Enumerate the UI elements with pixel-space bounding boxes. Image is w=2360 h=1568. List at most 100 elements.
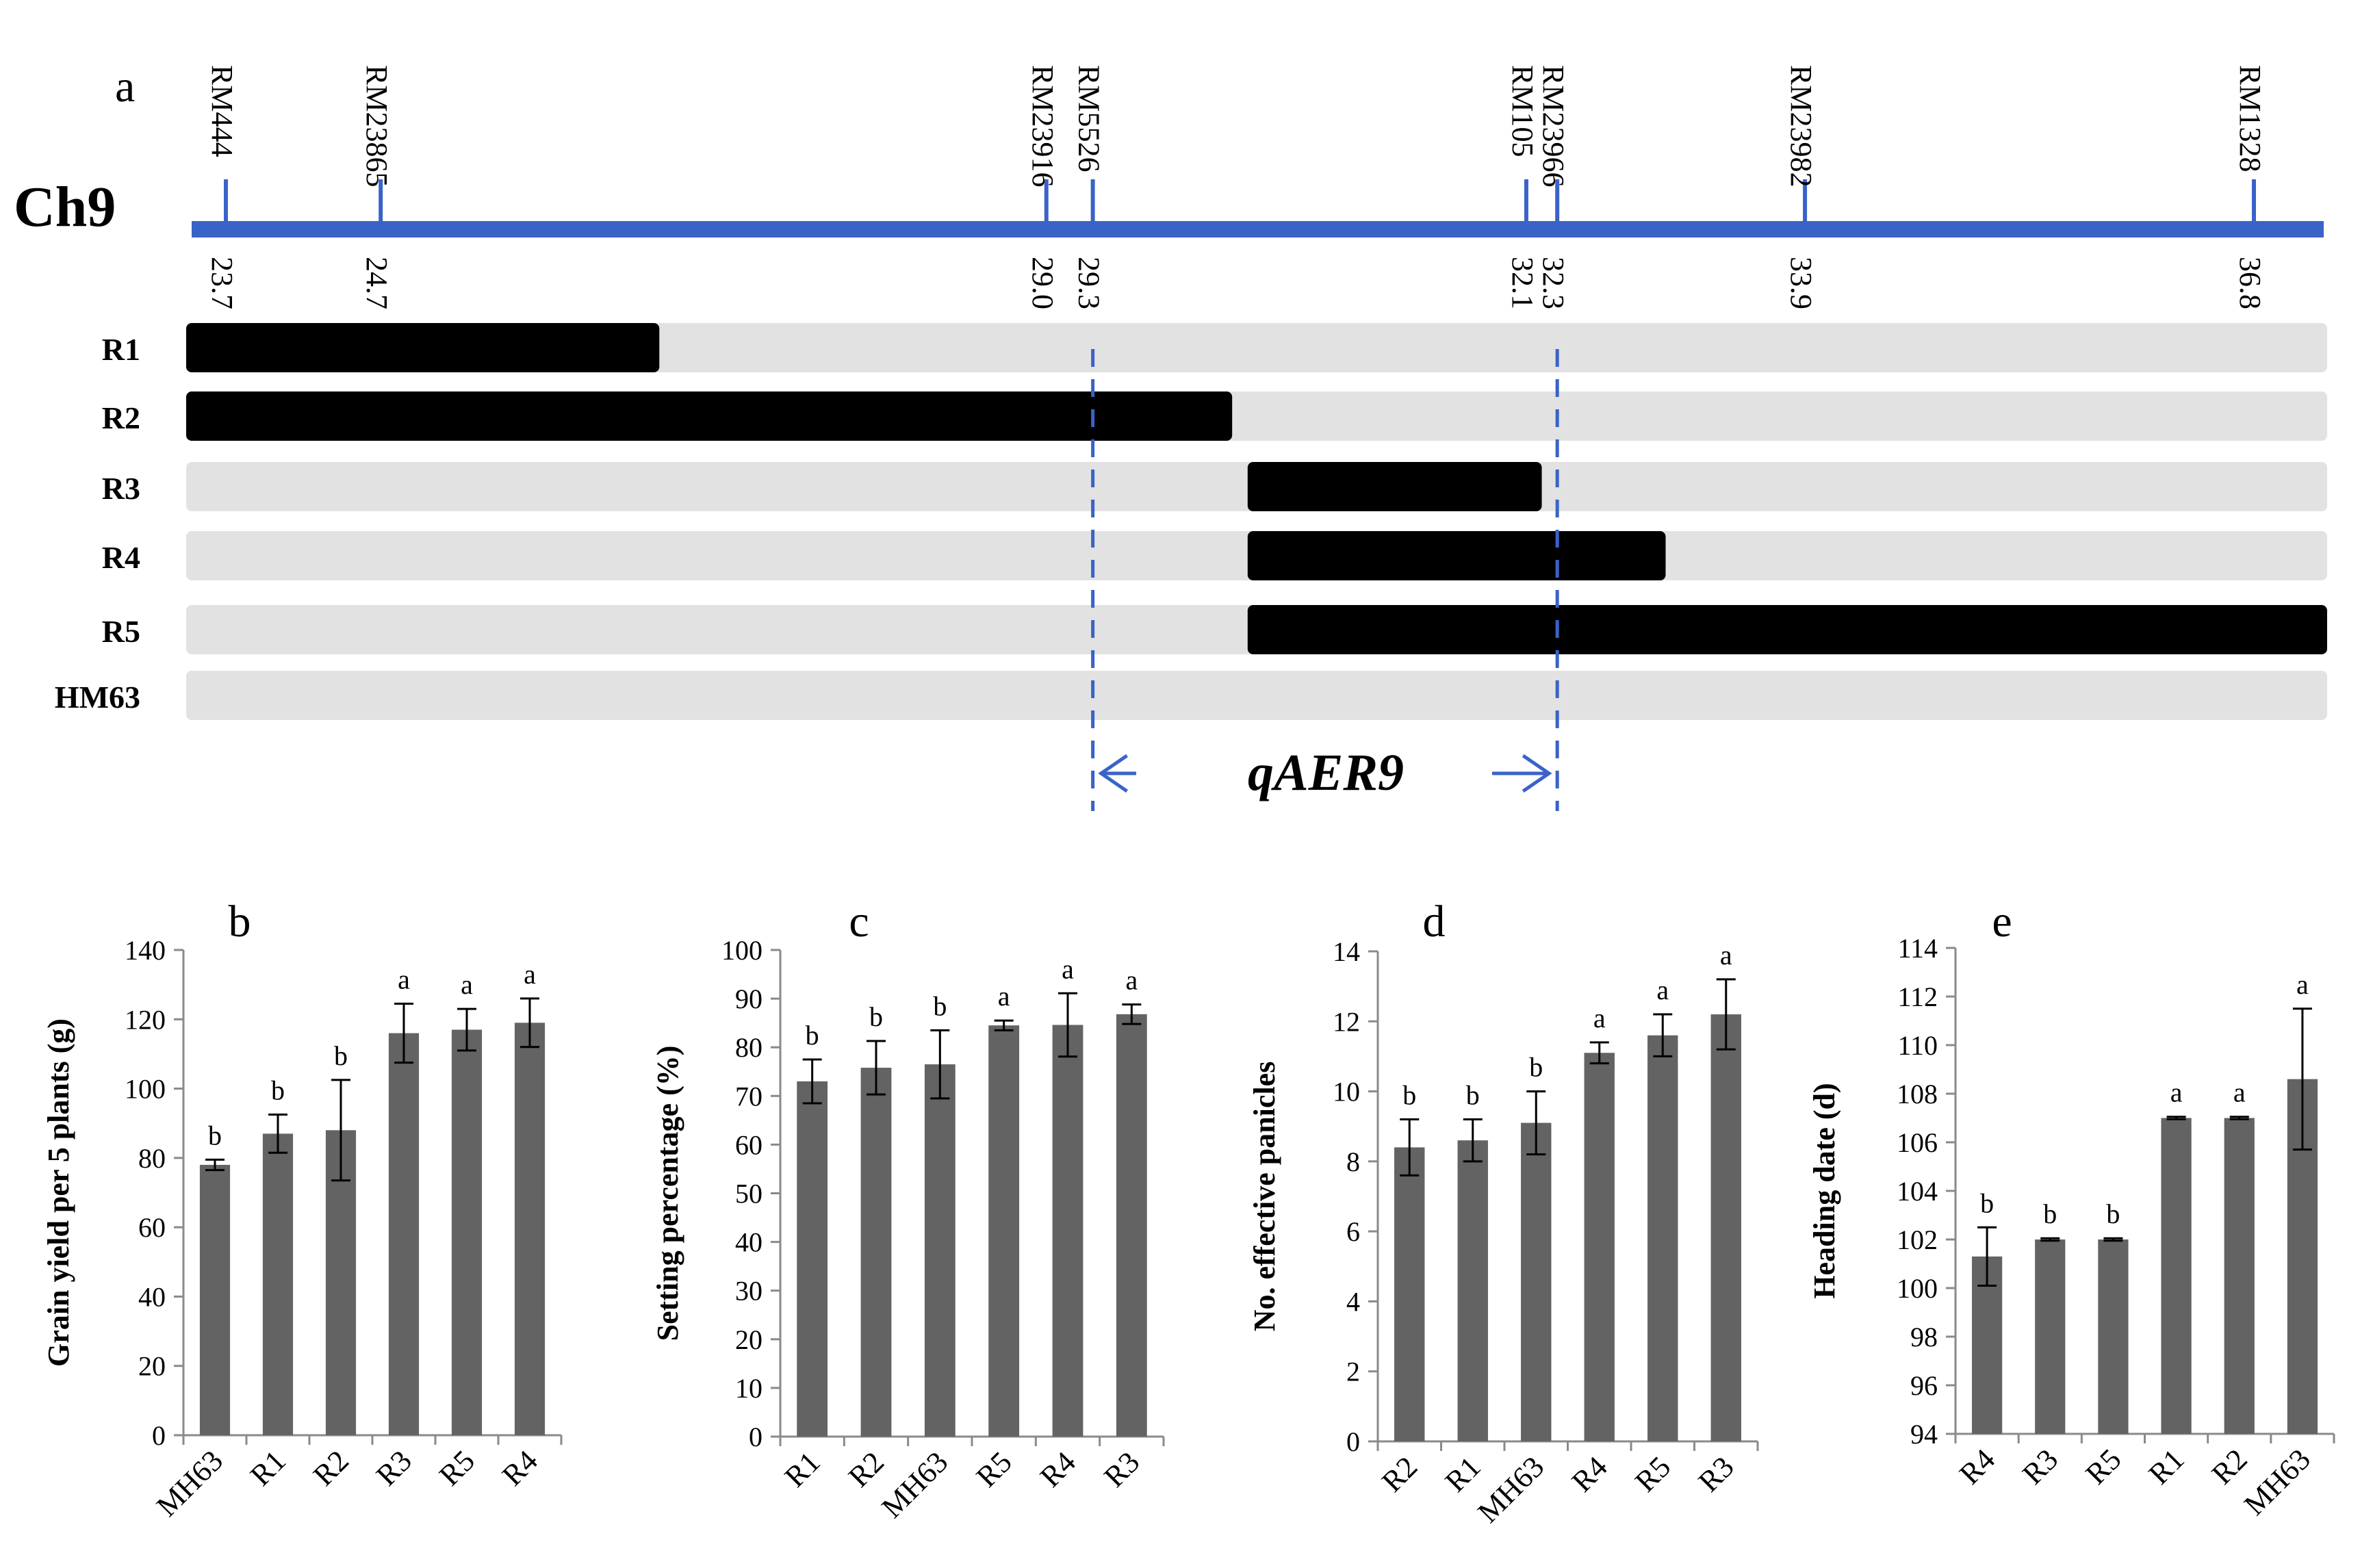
significance-letter: a [1720, 940, 1732, 971]
y-tick-label: 0 [152, 1420, 166, 1451]
y-tick-label: 110 [1897, 1030, 1938, 1061]
marker-position-label: 36.8 [2233, 257, 2267, 309]
marker-position-label: 29.0 [1026, 257, 1060, 309]
y-tick-label: 108 [1897, 1079, 1938, 1109]
marker-position-label: 29.3 [1073, 257, 1106, 309]
y-tick-label: 80 [138, 1143, 166, 1174]
y-tick-label: 10 [735, 1373, 762, 1404]
significance-letter: b [933, 990, 947, 1021]
line-label: HM63 [55, 680, 140, 715]
y-tick-label: 0 [1346, 1426, 1360, 1457]
y-tick-label: 10 [1333, 1077, 1360, 1107]
background-segment [186, 671, 2327, 720]
chart-title: c [849, 897, 869, 947]
x-tick-label: R4 [1953, 1442, 2001, 1491]
x-tick-label: R5 [1628, 1450, 1677, 1498]
y-tick-label: 14 [1333, 936, 1360, 967]
y-tick-label: 6 [1346, 1216, 1360, 1247]
significance-letter: a [1062, 953, 1074, 984]
bar [860, 1068, 892, 1437]
significance-letter: a [2233, 1077, 2246, 1108]
bar [451, 1029, 483, 1435]
y-tick-label: 96 [1910, 1370, 1938, 1401]
x-tick-label: R3 [1097, 1445, 1146, 1493]
significance-letter: b [208, 1120, 222, 1151]
bar [199, 1164, 231, 1435]
bar [388, 1033, 420, 1435]
marker-position-label: 32.1 [1506, 257, 1539, 309]
x-tick-label: R3 [1692, 1450, 1741, 1498]
x-tick-label: R4 [1565, 1450, 1614, 1498]
x-tick-label: R4 [496, 1443, 544, 1492]
y-tick-label: 98 [1910, 1322, 1938, 1352]
x-tick-label: MH63 [1471, 1450, 1550, 1529]
marker-name-label: RM105 [1506, 65, 1539, 157]
introgression-segment [1247, 605, 2327, 654]
x-tick-label: R2 [2205, 1442, 2254, 1491]
y-tick-label: 90 [735, 984, 762, 1014]
significance-letter: b [271, 1075, 285, 1106]
marker-position-label: 23.7 [205, 257, 239, 309]
y-tick-label: 60 [138, 1212, 166, 1243]
marker-name-label: RM5526 [1073, 65, 1106, 172]
y-tick-label: 100 [125, 1074, 166, 1105]
marker-name-label: RM444 [205, 65, 239, 157]
x-tick-label: R1 [1439, 1450, 1487, 1498]
y-tick-label: 20 [138, 1351, 166, 1382]
x-tick-label: MH63 [2237, 1442, 2317, 1521]
chart-panel-b: b Grain yield per 5 plants (g) 0 20 40 60 80 10… [42, 897, 563, 1523]
y-tick-label: 60 [735, 1129, 762, 1160]
marker-name-label: RM23916 [1026, 65, 1060, 187]
qtl-label: qAER9 [1248, 744, 1404, 801]
significance-letter: a [1125, 965, 1138, 996]
y-tick-label: 100 [1897, 1273, 1938, 1304]
marker-name-label: RM23865 [360, 65, 394, 187]
bar [1710, 1014, 1741, 1441]
y-tick-label: 12 [1333, 1006, 1360, 1037]
x-tick-label: R4 [1034, 1445, 1082, 1493]
significance-letter: b [806, 1020, 819, 1051]
x-tick-label: R1 [2142, 1442, 2191, 1491]
x-tick-label: R1 [244, 1443, 292, 1492]
bar [797, 1081, 828, 1437]
chart-panel-c: c Setting percentage (%) 0 10 20 30 40 50 60 70 80… [651, 897, 1165, 1524]
background-segment [186, 323, 2327, 372]
significance-letter: b [334, 1040, 348, 1071]
chart-panel-e: e Heading date (d) 94 96 98 100 102 104 106 108 11… [1808, 897, 2335, 1521]
y-tick-label: 30 [735, 1276, 762, 1307]
qtl-right-arrowhead [1522, 754, 1552, 793]
y-tick-label: 40 [735, 1227, 762, 1258]
marker-name-label: RM23982 [1784, 65, 1818, 187]
y-tick-label: 106 [1897, 1127, 1938, 1158]
y-tick-label: 2 [1346, 1357, 1360, 1387]
chart-title: b [229, 897, 251, 947]
qtl-left-arrowhead [1098, 754, 1129, 793]
line-label: R5 [102, 614, 140, 649]
y-tick-label: 80 [735, 1032, 762, 1063]
y-tick-label: 104 [1897, 1176, 1938, 1207]
significance-letter: b [1529, 1052, 1543, 1083]
qtl-interval-layer: qAER9 [1091, 349, 1559, 811]
y-tick-label: 70 [735, 1081, 762, 1111]
chart-panel-d: d No. effective panicles 0 2 4 6 8 10 12 14 b R2 b R1… [1248, 897, 1759, 1529]
x-tick-label: R3 [2016, 1442, 2064, 1491]
x-tick-label: R2 [1375, 1450, 1424, 1498]
bar [2035, 1239, 2066, 1434]
bar [514, 1023, 546, 1435]
x-tick-label: R2 [307, 1443, 355, 1492]
y-tick-label: 94 [1910, 1419, 1938, 1450]
significance-letter: b [869, 1001, 883, 1032]
x-tick-label: R5 [433, 1443, 481, 1492]
bar [1394, 1147, 1425, 1441]
bar [262, 1133, 294, 1435]
y-tick-label: 50 [735, 1179, 762, 1209]
significance-letter: a [524, 959, 536, 990]
bar [1457, 1140, 1488, 1441]
bar [1052, 1025, 1083, 1437]
panel-a-genetic-map: a Ch9 RM444 23.7 RM23865 24.7 RM23916 29.0 RM5… [14, 62, 2327, 811]
y-tick-label: 114 [1897, 933, 1938, 964]
marker-position-label: 32.3 [1537, 257, 1570, 309]
y-tick-label: 100 [721, 935, 762, 966]
